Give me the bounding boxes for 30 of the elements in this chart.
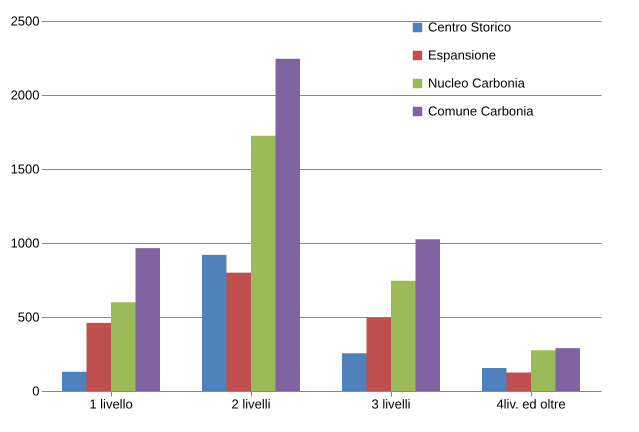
bar xyxy=(86,322,111,391)
x-tick-label: 1 livello xyxy=(89,396,133,412)
legend-label: Comune Carbonia xyxy=(428,104,534,118)
legend-label: Espansione xyxy=(428,48,496,62)
bar xyxy=(202,254,226,391)
bar xyxy=(506,372,531,391)
legend-label: Centro Storico xyxy=(428,20,512,34)
x-tick-label: 3 livelli xyxy=(371,396,411,412)
y-tick-label: 2500 xyxy=(10,14,40,28)
bar xyxy=(531,350,556,391)
y-tick-label: 500 xyxy=(18,310,40,324)
bar xyxy=(136,248,160,391)
bar xyxy=(391,280,416,391)
bar xyxy=(556,348,580,391)
bar xyxy=(482,368,506,391)
bar xyxy=(62,372,86,391)
bar xyxy=(226,272,251,391)
y-tick-label: 2000 xyxy=(10,88,40,102)
y-tick-label: 0 xyxy=(32,384,40,398)
bar xyxy=(416,239,440,391)
bar xyxy=(366,318,391,391)
legend-label: Nucleo Carbonia xyxy=(428,76,526,90)
bar xyxy=(276,58,300,391)
y-tick-label: 1500 xyxy=(10,162,40,176)
bar xyxy=(251,136,276,391)
bar xyxy=(342,353,366,391)
y-tick-label: 1000 xyxy=(10,236,40,250)
bar xyxy=(111,302,136,391)
x-tick-label: 4liv. ed oltre xyxy=(496,396,566,412)
x-tick-label: 2 livelli xyxy=(231,396,271,412)
